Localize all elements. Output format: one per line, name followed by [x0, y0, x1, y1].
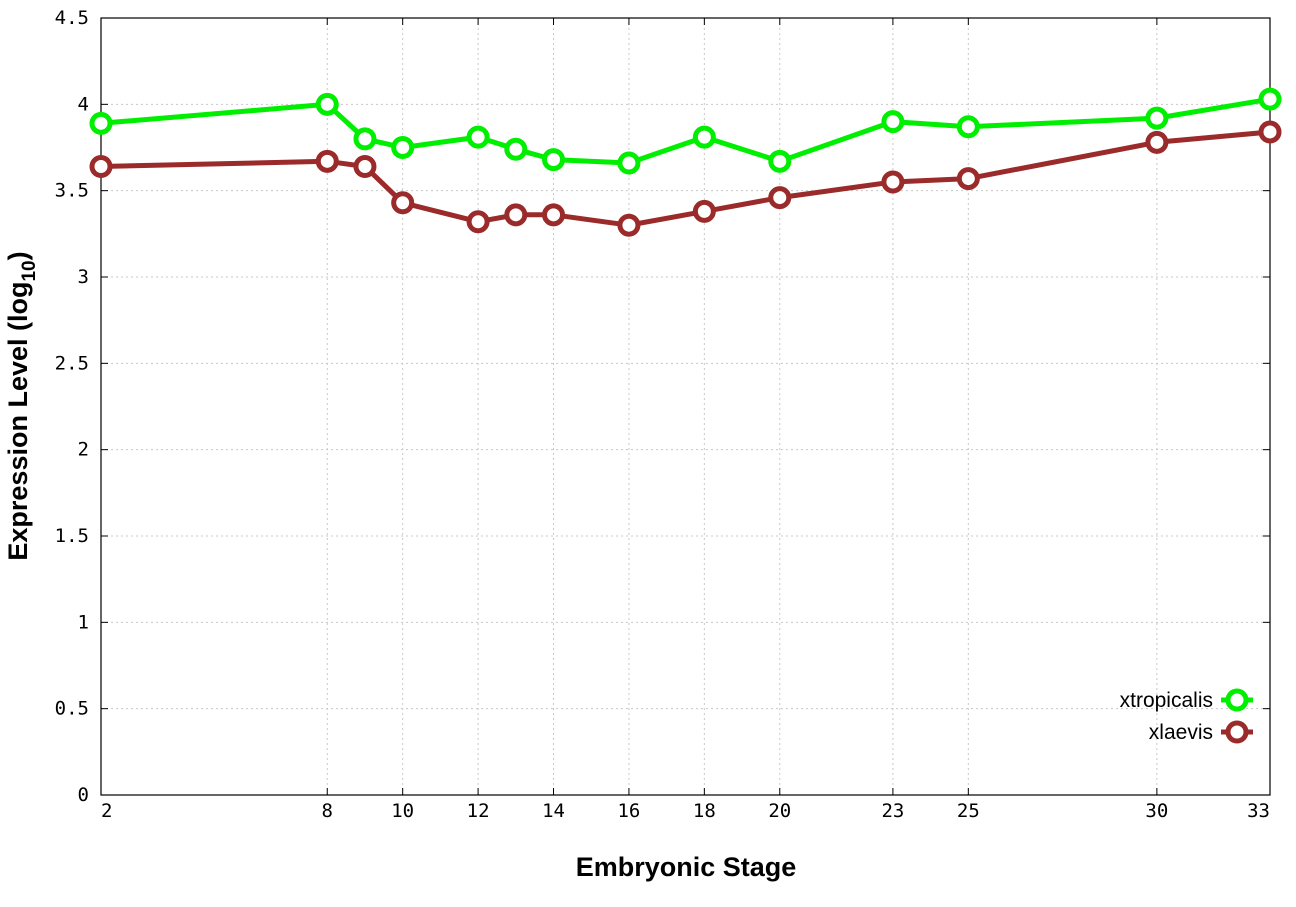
x-tick-label: 33: [1247, 800, 1270, 822]
x-tick-label: 16: [617, 800, 640, 822]
data-point-xtropicalis: [315, 92, 339, 116]
x-tick-label: 23: [881, 800, 904, 822]
x-tick-label: 20: [768, 800, 791, 822]
y-axis-title-main: Expression Level (log: [3, 282, 33, 561]
y-tick-label: 4.5: [55, 7, 89, 29]
data-point-xtropicalis: [466, 125, 490, 149]
data-point-xtropicalis: [881, 110, 905, 134]
data-point-xlaevis: [768, 186, 792, 210]
data-point-xlaevis: [315, 149, 339, 173]
data-point-xlaevis: [1145, 130, 1169, 154]
data-point-xtropicalis: [1258, 87, 1282, 111]
plot-frame: [100, 17, 1271, 796]
data-point-xtropicalis: [1145, 106, 1169, 130]
x-axis-title: Embryonic Stage: [576, 852, 797, 882]
y-tick-label: 1.5: [55, 525, 89, 547]
legend: xtropicalis xlaevis: [1120, 688, 1253, 744]
data-point-xlaevis: [542, 203, 566, 227]
y-tick-label: 2.5: [55, 352, 89, 374]
y-axis-title-close: ): [3, 251, 33, 260]
data-point-xlaevis: [617, 213, 641, 237]
data-point-xlaevis: [881, 170, 905, 194]
data-point-xlaevis: [353, 154, 377, 178]
y-axis-title: Expression Level (log10): [3, 251, 40, 560]
data-point-xlaevis: [692, 199, 716, 223]
data-point-xtropicalis: [391, 136, 415, 159]
y-tick-labels: 0 0.5 1 1.5 2 2.5 3 3.5 4 4.5: [55, 7, 89, 806]
legend-marker-xlaevis: [1225, 720, 1249, 744]
legend-label-xlaevis: xlaevis: [1149, 721, 1213, 744]
x-tick-label: 14: [542, 800, 565, 822]
x-tick-label: 10: [391, 800, 414, 822]
y-tick-label: 4: [78, 93, 89, 115]
x-tick-label: 8: [322, 800, 333, 822]
x-tick-label: 25: [957, 800, 980, 822]
data-point-xtropicalis: [353, 127, 377, 151]
y-tick-label: 0.5: [55, 698, 89, 720]
y-axis-title-subscript: 10: [19, 260, 40, 281]
y-tick-label: 3: [78, 266, 89, 288]
y-tick-label: 2: [78, 439, 89, 461]
series-layer: [89, 87, 1282, 237]
data-point-xtropicalis: [768, 149, 792, 173]
data-point-xtropicalis: [542, 148, 566, 172]
data-point-xtropicalis: [89, 111, 113, 135]
data-point-xlaevis: [1258, 120, 1282, 144]
tick-marks: [100, 17, 1271, 796]
legend-marker-xtropicalis: [1225, 688, 1249, 712]
x-tick-label: 12: [467, 800, 490, 822]
y-tick-label: 0: [78, 784, 89, 806]
data-point-xlaevis: [466, 210, 490, 234]
data-point-xlaevis: [391, 191, 415, 215]
x-tick-label: 18: [693, 800, 716, 822]
x-tick-labels: 2 8 10 12 14 16 18 20 23 25 30 33: [101, 800, 1270, 822]
x-tick-label: 30: [1145, 800, 1168, 822]
data-point-xtropicalis: [692, 125, 716, 149]
data-point-xlaevis: [956, 167, 980, 191]
y-tick-label: 1: [78, 611, 89, 633]
legend-label-xtropicalis: xtropicalis: [1120, 689, 1213, 712]
y-tick-label: 3.5: [55, 180, 89, 202]
x-tick-label: 2: [101, 800, 112, 822]
data-point-xtropicalis: [956, 115, 980, 139]
data-point-xlaevis: [89, 154, 113, 178]
data-point-xtropicalis: [504, 137, 528, 161]
data-point-xtropicalis: [617, 151, 641, 175]
data-point-xlaevis: [504, 203, 528, 227]
grid-lines: [101, 18, 1270, 795]
